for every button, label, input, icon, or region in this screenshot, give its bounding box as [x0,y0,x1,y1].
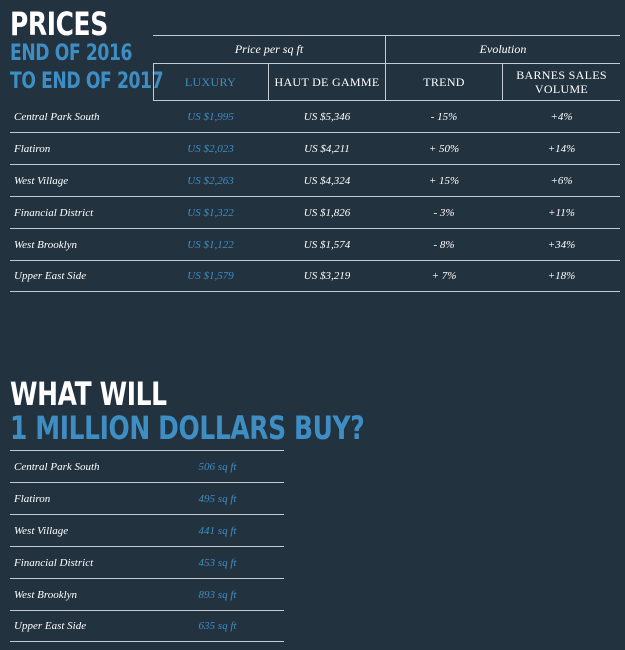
trend-value: - 15% [430,110,458,123]
volume-value: +14% [547,142,576,155]
table-rule [10,578,284,579]
luxury-price: US $1,995 [187,110,234,123]
volume-value: +34% [547,238,576,251]
table-rule [10,641,284,642]
trend-value: + 50% [428,142,460,155]
row-name: Flatiron [14,492,51,505]
col-header-barnes-line2: VOLUME [534,82,589,96]
haut-price: US $5,346 [303,110,351,123]
table-rule [10,546,284,547]
row-name: Upper East Side [14,270,87,282]
haut-price: US $3,219 [303,270,351,282]
luxury-price: US $1,579 [187,270,234,282]
trend-value: - 3% [433,206,455,219]
row-name: West Village [14,174,69,187]
haut-price: US $1,826 [303,206,351,219]
table-rule [153,63,620,64]
col-header-luxury: LUXURY [184,75,237,89]
row-name: Financial District [14,556,94,569]
row-name: West Brooklyn [14,238,78,251]
volume-value: +11% [548,206,575,219]
table-rule [10,450,284,451]
haut-price: US $4,324 [303,174,351,187]
volume-value: +18% [547,270,576,282]
million-title-line2: 1 MILLION DOLLARS BUY? [10,409,365,447]
luxury-price: US $2,023 [187,142,234,155]
row-name: West Village [14,524,69,537]
million-title-line1: WHAT WILL [10,375,167,413]
prices-heading: PRICES END OF 2016 TO END OF 2017 [10,8,206,96]
trend-value: - 8% [433,238,455,251]
volume-value: +4% [550,110,573,123]
col-header-barnes-volume: BARNES SALES VOLUME [503,64,620,100]
luxury-price: US $2,263 [187,174,234,187]
col-header-haut-de-gamme: HAUT DE GAMME [274,75,380,89]
table-rule [10,132,620,133]
table-rule [153,63,154,100]
table-rule [502,63,503,100]
table-rule [268,63,269,100]
row-name: Upper East Side [14,620,87,632]
trend-value: + 15% [428,174,460,187]
luxury-price: US $1,122 [187,238,234,251]
col-header-trend: TREND [423,75,465,89]
haut-price: US $4,211 [304,142,350,155]
table-rule [10,291,620,292]
area-value: 893 sq ft [198,588,237,601]
table-rule [10,260,620,261]
group-header-evolution: Evolution [479,42,527,56]
trend-value: + 7% [431,270,457,282]
table-rule [10,196,620,197]
table-rule [10,610,284,611]
col-header-barnes-line1: BARNES SALES [516,68,607,82]
row-name: Central Park South [14,110,100,123]
table-rule [10,482,284,483]
table-rule [10,164,620,165]
row-name: Central Park South [14,460,100,473]
area-value: 635 sq ft [198,620,237,632]
area-value: 441 sq ft [198,524,237,537]
table-rule [10,514,284,515]
area-value: 495 sq ft [198,492,237,505]
area-value: 506 sq ft [198,460,237,473]
row-name: West Brooklyn [14,588,78,601]
group-header-price: Price per sq ft [234,42,304,56]
table-rule [10,228,620,229]
prices-subtitle-line2: TO END OF 2017 [10,69,164,94]
table-rule [153,35,620,36]
prices-subtitle-line1: END OF 2016 [10,41,133,66]
prices-title: PRICES [10,5,108,43]
table-rule [153,100,620,101]
volume-value: +6% [550,174,573,187]
million-heading: WHAT WILL 1 MILLION DOLLARS BUY? [10,378,464,446]
table-rule [385,35,386,100]
haut-price: US $1,574 [303,238,351,251]
row-name: Flatiron [14,142,51,155]
luxury-price: US $1,322 [187,206,234,219]
row-name: Financial District [14,206,94,219]
area-value: 453 sq ft [198,556,237,569]
